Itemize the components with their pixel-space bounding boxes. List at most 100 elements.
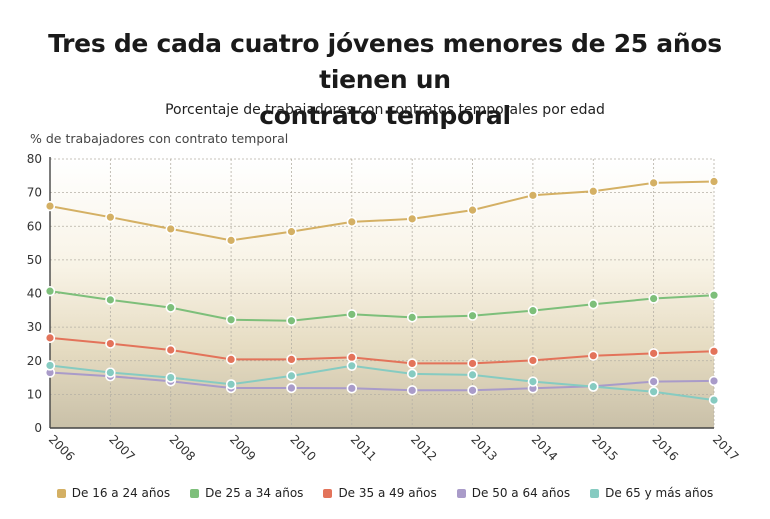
data-point — [105, 338, 116, 349]
legend-label: De 16 a 24 años — [71, 486, 171, 500]
legend-swatch — [590, 488, 600, 498]
y-tick-label: 50 — [27, 253, 42, 267]
data-point — [346, 383, 358, 394]
legend: De 16 a 24 años De 25 a 34 años De 35 a 49… — [0, 486, 770, 500]
data-point — [648, 348, 659, 359]
y-tick-label: 0 — [34, 421, 42, 435]
data-point — [44, 200, 56, 212]
chart-title-line-1: Tres de cada cuatro jóvenes menores de 2… — [48, 29, 722, 94]
data-point — [708, 375, 720, 387]
series-line — [49, 364, 715, 402]
data-point — [346, 352, 358, 363]
data-point — [588, 186, 599, 197]
data-point — [527, 305, 539, 316]
data-point — [105, 367, 116, 378]
data-point — [648, 177, 659, 189]
x-tick-label: 2006 — [46, 432, 77, 463]
x-tick-label: 2009 — [227, 432, 258, 463]
data-point — [406, 385, 418, 396]
data-point — [165, 372, 176, 383]
x-tick-label: 2015 — [589, 432, 620, 463]
y-tick-label: 60 — [27, 219, 42, 233]
data-point — [467, 385, 478, 396]
legend-label: De 65 y más años — [605, 486, 714, 500]
data-point — [165, 302, 176, 313]
data-point — [286, 226, 297, 237]
data-point — [406, 358, 418, 369]
series-line — [49, 290, 715, 322]
legend-swatch — [323, 488, 333, 498]
x-tick-label: 2012 — [408, 432, 439, 463]
legend-item: De 35 a 49 años — [323, 486, 437, 500]
legend-label: De 35 a 49 años — [338, 486, 437, 500]
data-point — [467, 310, 478, 321]
x-tick-label: 2014 — [529, 432, 560, 463]
y-tick-label: 40 — [27, 287, 42, 301]
y-tick-labels: 0 10 20 30 40 50 60 70 80 — [27, 152, 42, 435]
series-line — [49, 371, 715, 392]
data-point — [225, 235, 237, 246]
data-point — [708, 346, 720, 357]
data-point — [708, 176, 720, 187]
legend-label: De 25 a 34 años — [205, 486, 304, 500]
data-point — [588, 350, 599, 361]
data-point — [406, 213, 418, 225]
data-point — [286, 382, 297, 394]
data-point — [346, 309, 358, 320]
chart-title-line-2: contrato temporal — [259, 101, 511, 130]
data-point — [527, 190, 539, 201]
legend-item: De 25 a 34 años — [190, 486, 303, 500]
data-point — [105, 211, 116, 223]
data-point — [286, 370, 297, 382]
chart-title: Tres de cada cuatro jóvenes menores de 2… — [0, 26, 770, 134]
data-point — [467, 204, 478, 216]
data-point — [225, 314, 237, 325]
series-line — [49, 336, 715, 365]
data-point — [588, 299, 599, 310]
data-point — [467, 358, 478, 369]
x-tick-label: 2011 — [348, 432, 379, 463]
data-point — [225, 379, 237, 390]
series-line — [49, 180, 715, 242]
legend-item: De 50 a 64 años — [456, 486, 571, 500]
data-point — [165, 344, 176, 356]
data-point — [588, 381, 599, 392]
y-tick-label: 20 — [27, 354, 42, 368]
x-tick-label: 2013 — [468, 432, 499, 463]
data-point — [44, 332, 56, 344]
y-axis-label: % de trabajadores con contrato temporal — [30, 131, 289, 146]
y-tick-label: 10 — [27, 387, 42, 401]
x-tick-label: 2010 — [287, 432, 318, 463]
legend-swatch — [56, 488, 66, 498]
y-tick-label: 30 — [27, 320, 42, 334]
data-point — [286, 315, 297, 326]
data-point — [346, 360, 358, 371]
x-tick-label: 2017 — [710, 432, 741, 463]
legend-swatch — [456, 488, 466, 498]
data-point — [406, 312, 418, 323]
data-point — [648, 376, 659, 387]
data-point — [165, 223, 176, 235]
y-tick-label: 70 — [27, 186, 42, 200]
x-tick-label: 2016 — [650, 432, 681, 463]
data-point — [105, 294, 116, 306]
data-point — [527, 376, 539, 387]
data-point — [527, 355, 539, 366]
legend-swatch — [190, 488, 200, 498]
series-lines — [49, 180, 715, 402]
data-point — [708, 394, 720, 406]
x-tick-labels: 2006 2007 2008 2009 2010 2011 2012 2013 2014 2015… — [46, 432, 741, 463]
chart-subtitle: Porcentaje de trabajadores con contratos… — [165, 102, 605, 118]
data-point — [286, 354, 297, 365]
legend-item: De 16 a 24 años — [56, 486, 171, 500]
x-tick-label: 2007 — [106, 432, 137, 463]
data-point — [44, 285, 56, 297]
legend-label: De 50 a 64 años — [471, 486, 571, 500]
legend-item: De 65 y más años — [590, 486, 713, 500]
data-point — [406, 368, 418, 380]
data-point — [648, 386, 659, 397]
data-point — [44, 360, 56, 371]
y-tick-label: 80 — [27, 152, 42, 166]
data-point — [346, 216, 358, 228]
